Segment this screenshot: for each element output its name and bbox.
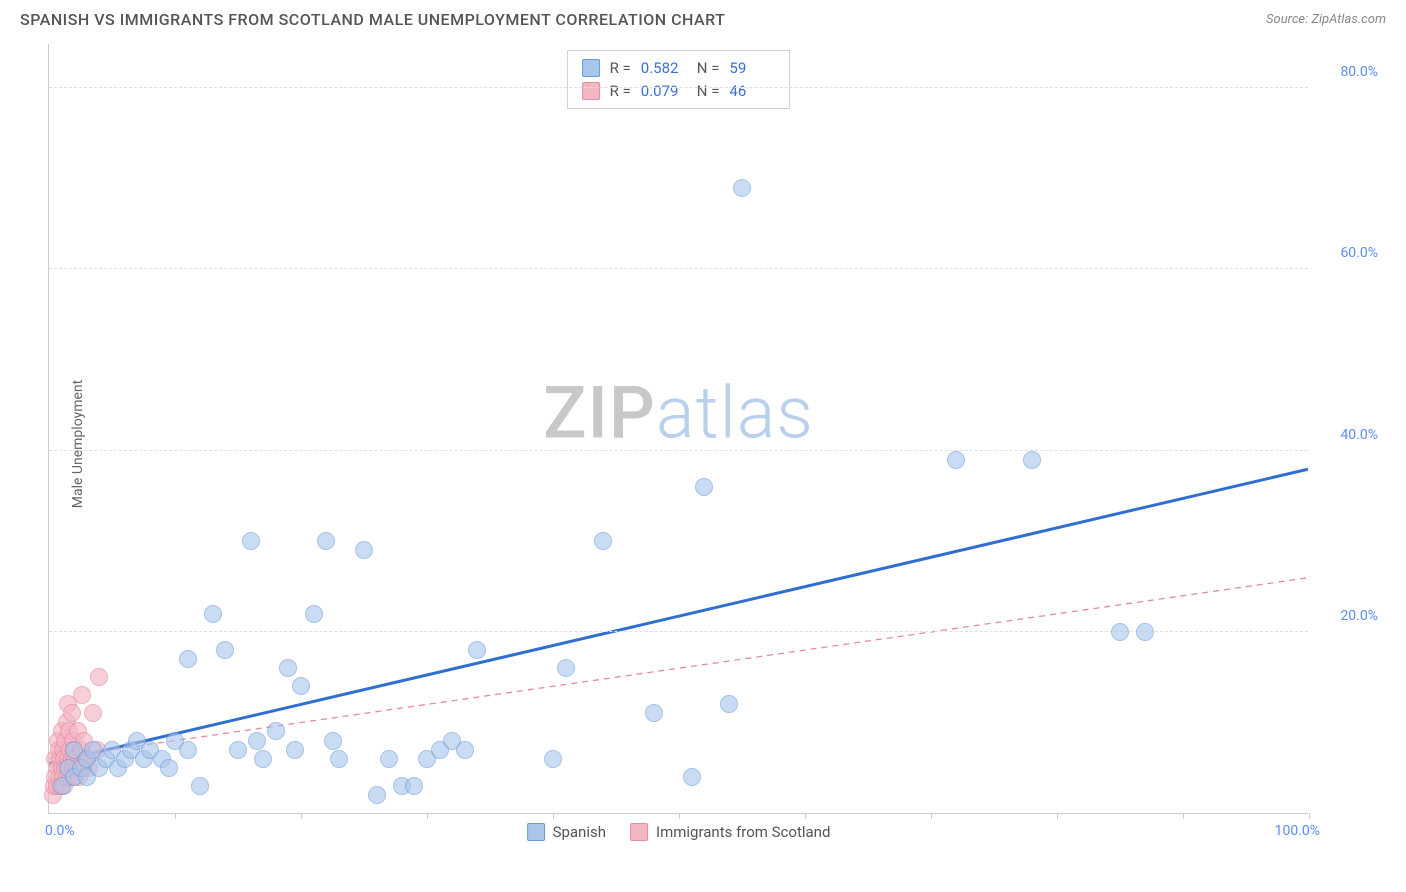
stats-row-scotland: R = 0.079 N = 46 <box>582 80 776 103</box>
legend-swatch-spanish <box>527 823 545 841</box>
scatter-point <box>1023 451 1041 469</box>
scatter-point <box>73 686 91 704</box>
source-name: ZipAtlas.com <box>1311 12 1386 27</box>
page-title: SPANISH VS IMMIGRANTS FROM SCOTLAND MALE… <box>20 10 725 29</box>
xtick-mark <box>1183 813 1184 819</box>
r-label: R = <box>610 57 631 80</box>
scatter-point <box>63 704 81 722</box>
n-value-spanish: 59 <box>729 57 775 80</box>
legend-label-scotland: Immigrants from Scotland <box>656 823 830 841</box>
xtick-mark <box>1309 813 1310 819</box>
x-max-label: 100.0% <box>1275 823 1320 839</box>
xtick-mark <box>553 813 554 819</box>
scatter-point <box>733 179 751 197</box>
swatch-spanish <box>582 59 600 77</box>
ytick-label: 40.0% <box>1318 427 1378 443</box>
scatter-point <box>330 750 348 768</box>
scatter-point <box>380 750 398 768</box>
trend-line <box>49 578 1308 759</box>
source-attribution: Source: ZipAtlas.com <box>1266 12 1386 27</box>
scatter-point <box>84 704 102 722</box>
swatch-scotland <box>582 82 600 100</box>
gridline-h <box>49 268 1308 269</box>
xtick-mark <box>301 813 302 819</box>
scatter-point <box>355 541 373 559</box>
x-min-label: 0.0% <box>45 823 75 839</box>
chart-container: Male Unemployment ZIPatlas R = 0.582 N =… <box>48 44 1388 844</box>
scatter-point <box>191 777 209 795</box>
scatter-point <box>317 532 335 550</box>
ytick-label: 60.0% <box>1318 245 1378 261</box>
ytick-label: 80.0% <box>1318 64 1378 80</box>
r-value-spanish: 0.582 <box>641 57 687 80</box>
plot-area: ZIPatlas R = 0.582 N = 59 R = 0.079 N = … <box>48 44 1308 814</box>
scatter-point <box>216 641 234 659</box>
scatter-point <box>1111 623 1129 641</box>
scatter-point <box>242 532 260 550</box>
xtick-mark <box>931 813 932 819</box>
bottom-legend: Spanish Immigrants from Scotland <box>527 823 831 841</box>
scatter-point <box>695 478 713 496</box>
xtick-mark <box>679 813 680 819</box>
n-label: N = <box>697 80 720 103</box>
scatter-point <box>557 659 575 677</box>
source-label: Source: <box>1266 12 1308 27</box>
scatter-point <box>179 741 197 759</box>
watermark-zip: ZIP <box>543 371 656 456</box>
r-value-scotland: 0.079 <box>641 80 687 103</box>
scatter-point <box>229 741 247 759</box>
scatter-point <box>248 732 266 750</box>
scatter-point <box>324 732 342 750</box>
scatter-point <box>645 704 663 722</box>
xtick-mark <box>175 813 176 819</box>
watermark-atlas: atlas <box>656 371 814 456</box>
scatter-point <box>292 677 310 695</box>
scatter-point <box>90 668 108 686</box>
trend-lines <box>49 44 1308 813</box>
scatter-point <box>254 750 272 768</box>
r-label: R = <box>610 80 631 103</box>
legend-label-spanish: Spanish <box>553 823 606 841</box>
scatter-point <box>1136 623 1154 641</box>
scatter-point <box>305 605 323 623</box>
gridline-h <box>49 87 1308 88</box>
xtick-mark <box>427 813 428 819</box>
header: SPANISH VS IMMIGRANTS FROM SCOTLAND MALE… <box>0 0 1406 35</box>
scatter-point <box>405 777 423 795</box>
scatter-point <box>160 759 178 777</box>
scatter-point <box>456 741 474 759</box>
trend-line <box>49 469 1308 763</box>
scatter-point <box>279 659 297 677</box>
scatter-point <box>544 750 562 768</box>
scatter-point <box>683 768 701 786</box>
xtick-mark <box>1057 813 1058 819</box>
scatter-point <box>267 722 285 740</box>
scatter-point <box>204 605 222 623</box>
n-label: N = <box>697 57 720 80</box>
scatter-point <box>947 451 965 469</box>
scatter-point <box>468 641 486 659</box>
scatter-point <box>286 741 304 759</box>
stats-row-spanish: R = 0.582 N = 59 <box>582 57 776 80</box>
xtick-mark <box>805 813 806 819</box>
watermark: ZIPatlas <box>543 371 814 456</box>
legend-item-spanish: Spanish <box>527 823 606 841</box>
scatter-point <box>594 532 612 550</box>
legend-swatch-scotland <box>630 823 648 841</box>
legend-item-scotland: Immigrants from Scotland <box>630 823 830 841</box>
n-value-scotland: 46 <box>729 80 775 103</box>
scatter-point <box>720 695 738 713</box>
scatter-point <box>368 786 386 804</box>
ytick-label: 20.0% <box>1318 608 1378 624</box>
stats-box: R = 0.582 N = 59 R = 0.079 N = 46 <box>567 50 791 109</box>
gridline-h <box>49 450 1308 451</box>
scatter-point <box>179 650 197 668</box>
